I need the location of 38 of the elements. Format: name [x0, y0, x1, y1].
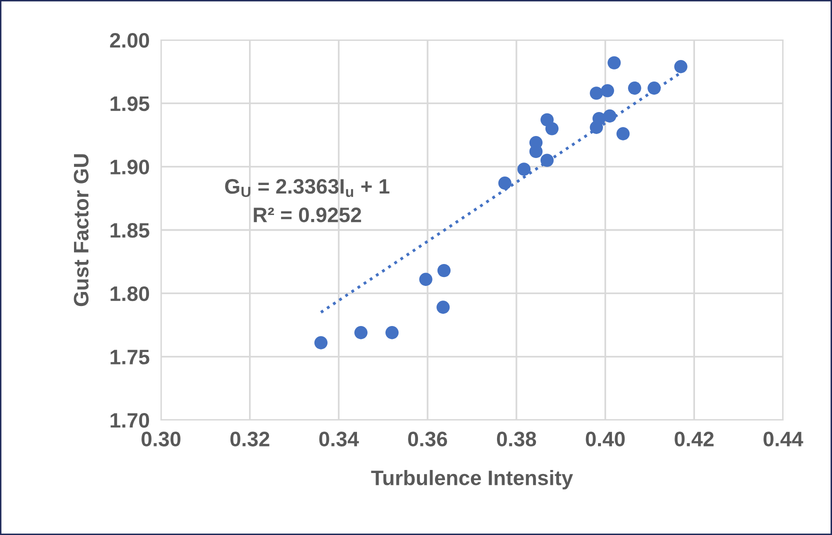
- x-tick-label: 0.40: [586, 432, 625, 446]
- x-axis-title: Turbulence Intensity: [371, 470, 573, 490]
- y-tick-label: 1.75: [110, 350, 150, 364]
- point: [648, 82, 661, 95]
- y-tick-label: 1.85: [110, 223, 150, 238]
- x-tick-label: 0.30: [142, 432, 180, 446]
- point: [437, 264, 451, 278]
- point: [674, 60, 688, 74]
- point: [628, 82, 642, 95]
- point: [540, 154, 554, 167]
- point: [603, 109, 616, 123]
- point: [436, 300, 450, 314]
- x-tick-label: 0.44: [764, 432, 804, 446]
- point: [517, 162, 531, 176]
- point: [600, 84, 614, 98]
- y-tick-label: 1.70: [110, 413, 150, 428]
- y-axis-title: Gust Factor GU: [74, 154, 89, 306]
- point: [616, 127, 630, 140]
- annotation: R² = 0.9252: [254, 208, 362, 222]
- point: [592, 112, 606, 126]
- x-tick-label: 0.42: [674, 432, 714, 446]
- point: [385, 326, 399, 340]
- y-tick-label: 1.80: [110, 286, 150, 302]
- point: [608, 56, 621, 70]
- x-tick-label: 0.36: [408, 432, 448, 446]
- y-tick-label: 1.95: [110, 96, 150, 112]
- x-tick-label: 0.34: [319, 432, 359, 446]
- x-tick-label: 0.38: [496, 432, 536, 446]
- point: [419, 272, 432, 286]
- point: [545, 122, 559, 136]
- point: [590, 86, 603, 100]
- point: [354, 326, 368, 340]
- point: [498, 176, 512, 190]
- y-tick-label: 2.00: [110, 33, 150, 48]
- y-tick-label: 1.90: [110, 160, 150, 174]
- point: [314, 336, 328, 350]
- annotation: G$_{U}$ = 2.3363I$_{u}$ + 1: [225, 179, 390, 197]
- x-tick-label: 0.32: [230, 432, 270, 446]
